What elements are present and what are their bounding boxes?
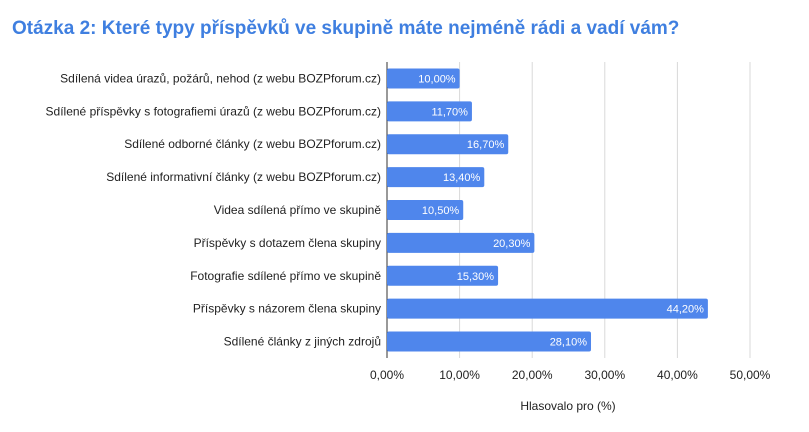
x-tick-label: 50,00% xyxy=(730,368,771,382)
x-tick-label: 40,00% xyxy=(657,368,698,382)
x-tick-label: 20,00% xyxy=(512,368,553,382)
bar xyxy=(387,134,509,155)
bar xyxy=(387,265,499,286)
bar xyxy=(387,101,472,122)
category-label: Sdílená videa úrazů, požárů, nehod (z we… xyxy=(60,71,381,85)
x-axis-title: Hlasovalo pro (%) xyxy=(520,399,615,413)
chart-title: Otázka 2: Které typy příspěvků ve skupin… xyxy=(12,18,680,39)
x-tick-label: 10,00% xyxy=(439,368,480,382)
bar-value-label: 11,70% xyxy=(431,106,468,118)
bar xyxy=(387,200,464,220)
category-label: Videa sdílená přímo ve skupině xyxy=(214,203,382,217)
bar xyxy=(387,298,708,319)
category-label: Sdílené odborné články (z webu BOZPforum… xyxy=(124,137,381,151)
bar xyxy=(387,331,592,352)
x-tick-label: 0,00% xyxy=(370,368,404,382)
bar-value-label: 28,10% xyxy=(550,337,588,349)
bar-value-label: 20,30% xyxy=(493,238,531,250)
bar-value-label: 10,00% xyxy=(418,73,456,85)
category-label: Sdílené články z jiných zdrojů xyxy=(224,335,381,349)
category-label: Příspěvky s názorem člena skupiny xyxy=(193,302,381,316)
category-label: Sdílené informativní články (z webu BOZP… xyxy=(106,170,381,184)
bar-value-label: 16,70% xyxy=(467,139,505,151)
bar-value-label: 10,50% xyxy=(422,205,460,217)
bar xyxy=(387,68,460,89)
bar-value-label: 13,40% xyxy=(443,172,481,184)
bar-value-label: 44,20% xyxy=(667,304,705,316)
bar xyxy=(387,167,485,188)
category-label: Fotografie sdílené přímo ve skupině xyxy=(190,269,381,283)
bar-value-label: 15,30% xyxy=(457,271,495,283)
category-label: Sdílené příspěvky s fotografiemi úrazů (… xyxy=(46,104,381,118)
bar xyxy=(387,232,535,253)
category-label: Příspěvky s dotazem člena skupiny xyxy=(194,236,381,250)
x-tick-label: 30,00% xyxy=(584,368,625,382)
